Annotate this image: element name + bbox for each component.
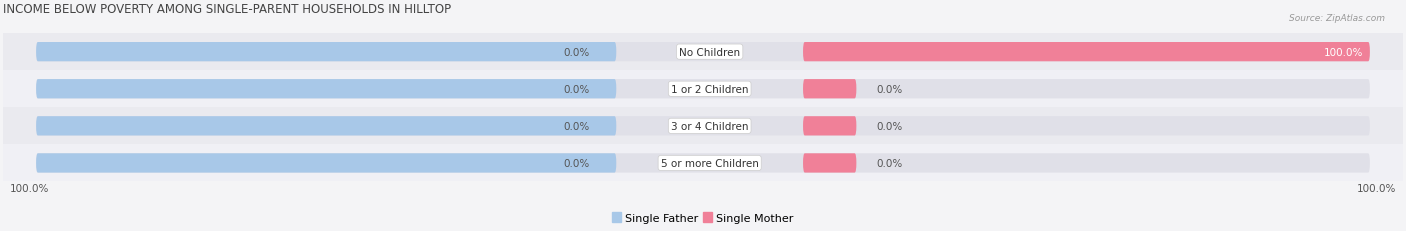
Text: 3 or 4 Children: 3 or 4 Children <box>671 121 748 131</box>
Text: 100.0%: 100.0% <box>1357 184 1396 194</box>
Text: INCOME BELOW POVERTY AMONG SINGLE-PARENT HOUSEHOLDS IN HILLTOP: INCOME BELOW POVERTY AMONG SINGLE-PARENT… <box>3 3 451 16</box>
Text: 0.0%: 0.0% <box>876 121 903 131</box>
Bar <box>3 71 1403 108</box>
Text: 0.0%: 0.0% <box>564 158 589 168</box>
FancyBboxPatch shape <box>37 154 1369 173</box>
Bar <box>3 145 1403 182</box>
Legend: Single Father, Single Mother: Single Father, Single Mother <box>607 208 799 227</box>
FancyBboxPatch shape <box>37 117 1369 136</box>
FancyBboxPatch shape <box>37 80 616 99</box>
Text: Source: ZipAtlas.com: Source: ZipAtlas.com <box>1289 14 1385 23</box>
FancyBboxPatch shape <box>37 154 616 173</box>
Text: No Children: No Children <box>679 47 740 57</box>
Text: 0.0%: 0.0% <box>876 84 903 94</box>
Text: 100.0%: 100.0% <box>10 184 49 194</box>
FancyBboxPatch shape <box>37 43 1369 62</box>
Text: 1 or 2 Children: 1 or 2 Children <box>671 84 748 94</box>
FancyBboxPatch shape <box>37 80 1369 99</box>
Text: 0.0%: 0.0% <box>564 47 589 57</box>
Bar <box>3 34 1403 71</box>
FancyBboxPatch shape <box>803 117 856 136</box>
Text: 0.0%: 0.0% <box>564 84 589 94</box>
FancyBboxPatch shape <box>37 117 616 136</box>
Text: 0.0%: 0.0% <box>876 158 903 168</box>
FancyBboxPatch shape <box>37 43 616 62</box>
Bar <box>3 108 1403 145</box>
Text: 5 or more Children: 5 or more Children <box>661 158 759 168</box>
FancyBboxPatch shape <box>803 80 856 99</box>
Text: 0.0%: 0.0% <box>564 121 589 131</box>
Text: 100.0%: 100.0% <box>1324 47 1364 57</box>
FancyBboxPatch shape <box>803 154 856 173</box>
FancyBboxPatch shape <box>803 43 1369 62</box>
